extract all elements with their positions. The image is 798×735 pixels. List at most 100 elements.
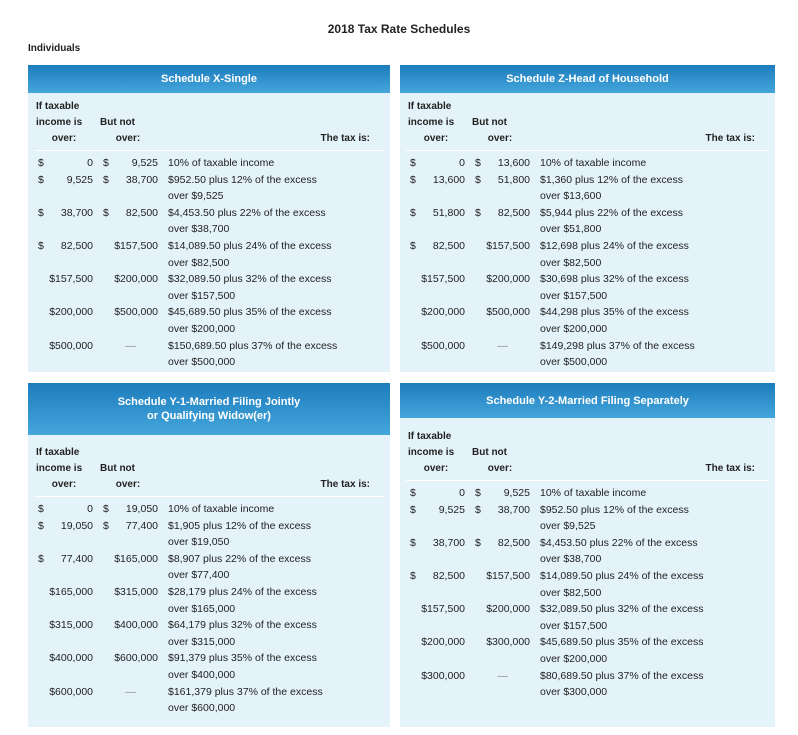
tax-rule: over $19,050	[168, 536, 230, 549]
tax-rule: $1,905 plus 12% of the excess	[168, 519, 312, 532]
income-over: $ 82,500	[410, 570, 465, 582]
income-not-over: $400,000	[114, 619, 158, 632]
income-not-over: $ 13,600	[475, 157, 530, 169]
income-not-over: $ 38,700	[475, 503, 530, 516]
tax-rule: $45,689.50 plus 35% of the excess	[540, 636, 704, 649]
column-header: over:	[51, 479, 77, 490]
tax-rule: over $82,500	[540, 586, 602, 599]
column-header: over:	[423, 133, 449, 144]
tax-rule: over $51,800	[540, 223, 602, 236]
income-not-over: $ 82,500	[475, 536, 530, 549]
income-over: $200,000	[421, 306, 465, 319]
income-not-over: —	[125, 685, 136, 698]
column-header: If taxable	[36, 447, 80, 458]
tax-rule: over $38,700	[168, 223, 230, 236]
column-header: income is	[408, 447, 455, 458]
income-over: $500,000	[421, 339, 465, 352]
column-header: income is	[408, 117, 455, 128]
income-over: $ 19,050	[38, 519, 93, 532]
column-header: over:	[115, 479, 141, 490]
income-over: $ 9,525	[410, 503, 465, 516]
income-not-over: $ 19,050	[103, 503, 158, 515]
tax-rule: over $157,500	[168, 289, 236, 302]
tax-rule: $64,179 plus 32% of the excess	[168, 619, 317, 632]
tax-rule: over $500,000	[168, 356, 236, 369]
income-over: $600,000	[49, 685, 93, 698]
tax-rule: over $9,525	[540, 520, 596, 533]
income-not-over: $ 38,700	[103, 173, 158, 186]
income-not-over: $ 9,525	[475, 487, 530, 499]
schedule-title: Schedule Z-Head of Household	[506, 73, 669, 85]
income-not-over: $157,500	[486, 570, 530, 582]
income-over: $ 38,700	[410, 536, 465, 549]
column-header: But not	[472, 117, 507, 128]
tax-rule: over $38,700	[540, 553, 602, 566]
income-over: $ 0	[410, 487, 465, 499]
income-over: $157,500	[421, 273, 465, 286]
schedule-panel: Schedule X-Single If taxable income is over…	[28, 65, 390, 372]
schedule-title: or Qualifying Widow(er)	[147, 410, 271, 422]
tax-rule: over $82,500	[168, 256, 230, 269]
income-over: $500,000	[49, 339, 93, 352]
column-header: The tax is:	[705, 133, 755, 144]
tax-rule: $80,689.50 plus 37% of the excess	[540, 669, 704, 682]
column-header: over:	[423, 463, 449, 474]
income-not-over: $500,000	[486, 306, 530, 319]
tax-rule: over $157,500	[540, 289, 608, 302]
column-header: If taxable	[36, 101, 80, 112]
tax-rule: 10% of taxable income	[540, 157, 647, 169]
tax-rule: over $315,000	[168, 635, 236, 648]
income-over: $300,000	[421, 669, 465, 682]
schedule-title: Schedule Y-1-Married Filing Jointly	[117, 396, 301, 408]
income-over: $ 77,400	[38, 552, 93, 565]
schedule-panel: Schedule Y-2-Married Filing Separately If…	[400, 383, 775, 727]
income-not-over: $200,000	[114, 273, 158, 286]
section-label: Individuals	[28, 43, 81, 54]
income-over: $315,000	[49, 619, 93, 632]
income-not-over: $165,000	[114, 552, 158, 565]
tax-rule: over $13,600	[540, 190, 602, 203]
header-rule	[34, 496, 384, 497]
income-not-over: —	[497, 669, 508, 682]
income-over: $ 38,700	[38, 206, 93, 219]
income-over: $ 0	[410, 157, 465, 169]
column-header: over:	[487, 133, 513, 144]
tax-rule: $12,698 plus 24% of the excess	[540, 240, 689, 252]
column-header: The tax is:	[705, 463, 755, 474]
header-rule	[406, 150, 769, 151]
column-header: over:	[51, 133, 77, 144]
tax-rule: $28,179 plus 24% of the excess	[168, 586, 317, 598]
column-header: The tax is:	[320, 479, 370, 490]
schedule-header-band: Schedule X-Single	[28, 65, 390, 93]
page-title: 2018 Tax Rate Schedules	[327, 22, 471, 36]
tax-rule: over $82,500	[540, 256, 602, 269]
income-not-over: $ 82,500	[103, 206, 158, 219]
income-over: $400,000	[49, 652, 93, 665]
tax-rule: 10% of taxable income	[168, 503, 275, 515]
tax-rule: over $165,000	[168, 602, 236, 615]
schedule-header-band: Schedule Y-2-Married Filing Separately	[400, 383, 775, 418]
tax-rule: over $600,000	[168, 702, 236, 715]
income-over: $ 82,500	[38, 240, 93, 252]
tax-rule: over $77,400	[168, 569, 230, 582]
header-rule	[406, 480, 769, 481]
tax-rule: $14,089.50 plus 24% of the excess	[540, 570, 704, 582]
tax-rule: 10% of taxable income	[540, 487, 647, 499]
tax-rule: $161,379 plus 37% of the excess	[168, 685, 323, 698]
column-header: If taxable	[408, 101, 452, 112]
income-over: $200,000	[49, 306, 93, 319]
column-header: If taxable	[408, 431, 452, 442]
income-over: $157,500	[49, 273, 93, 286]
column-header: But not	[472, 447, 507, 458]
income-over: $ 82,500	[410, 240, 465, 252]
tax-rule: $149,298 plus 37% of the excess	[540, 339, 695, 352]
schedule-panel: Schedule Z-Head of Household If taxable in…	[400, 65, 775, 372]
income-over: $157,500	[421, 603, 465, 616]
income-not-over: $315,000	[114, 586, 158, 598]
income-not-over: $157,500	[486, 240, 530, 252]
column-header: But not	[100, 463, 135, 474]
tax-rule: $91,379 plus 35% of the excess	[168, 652, 317, 665]
income-over: $ 13,600	[410, 173, 465, 186]
tax-rule: $45,689.50 plus 35% of the excess	[168, 306, 332, 319]
